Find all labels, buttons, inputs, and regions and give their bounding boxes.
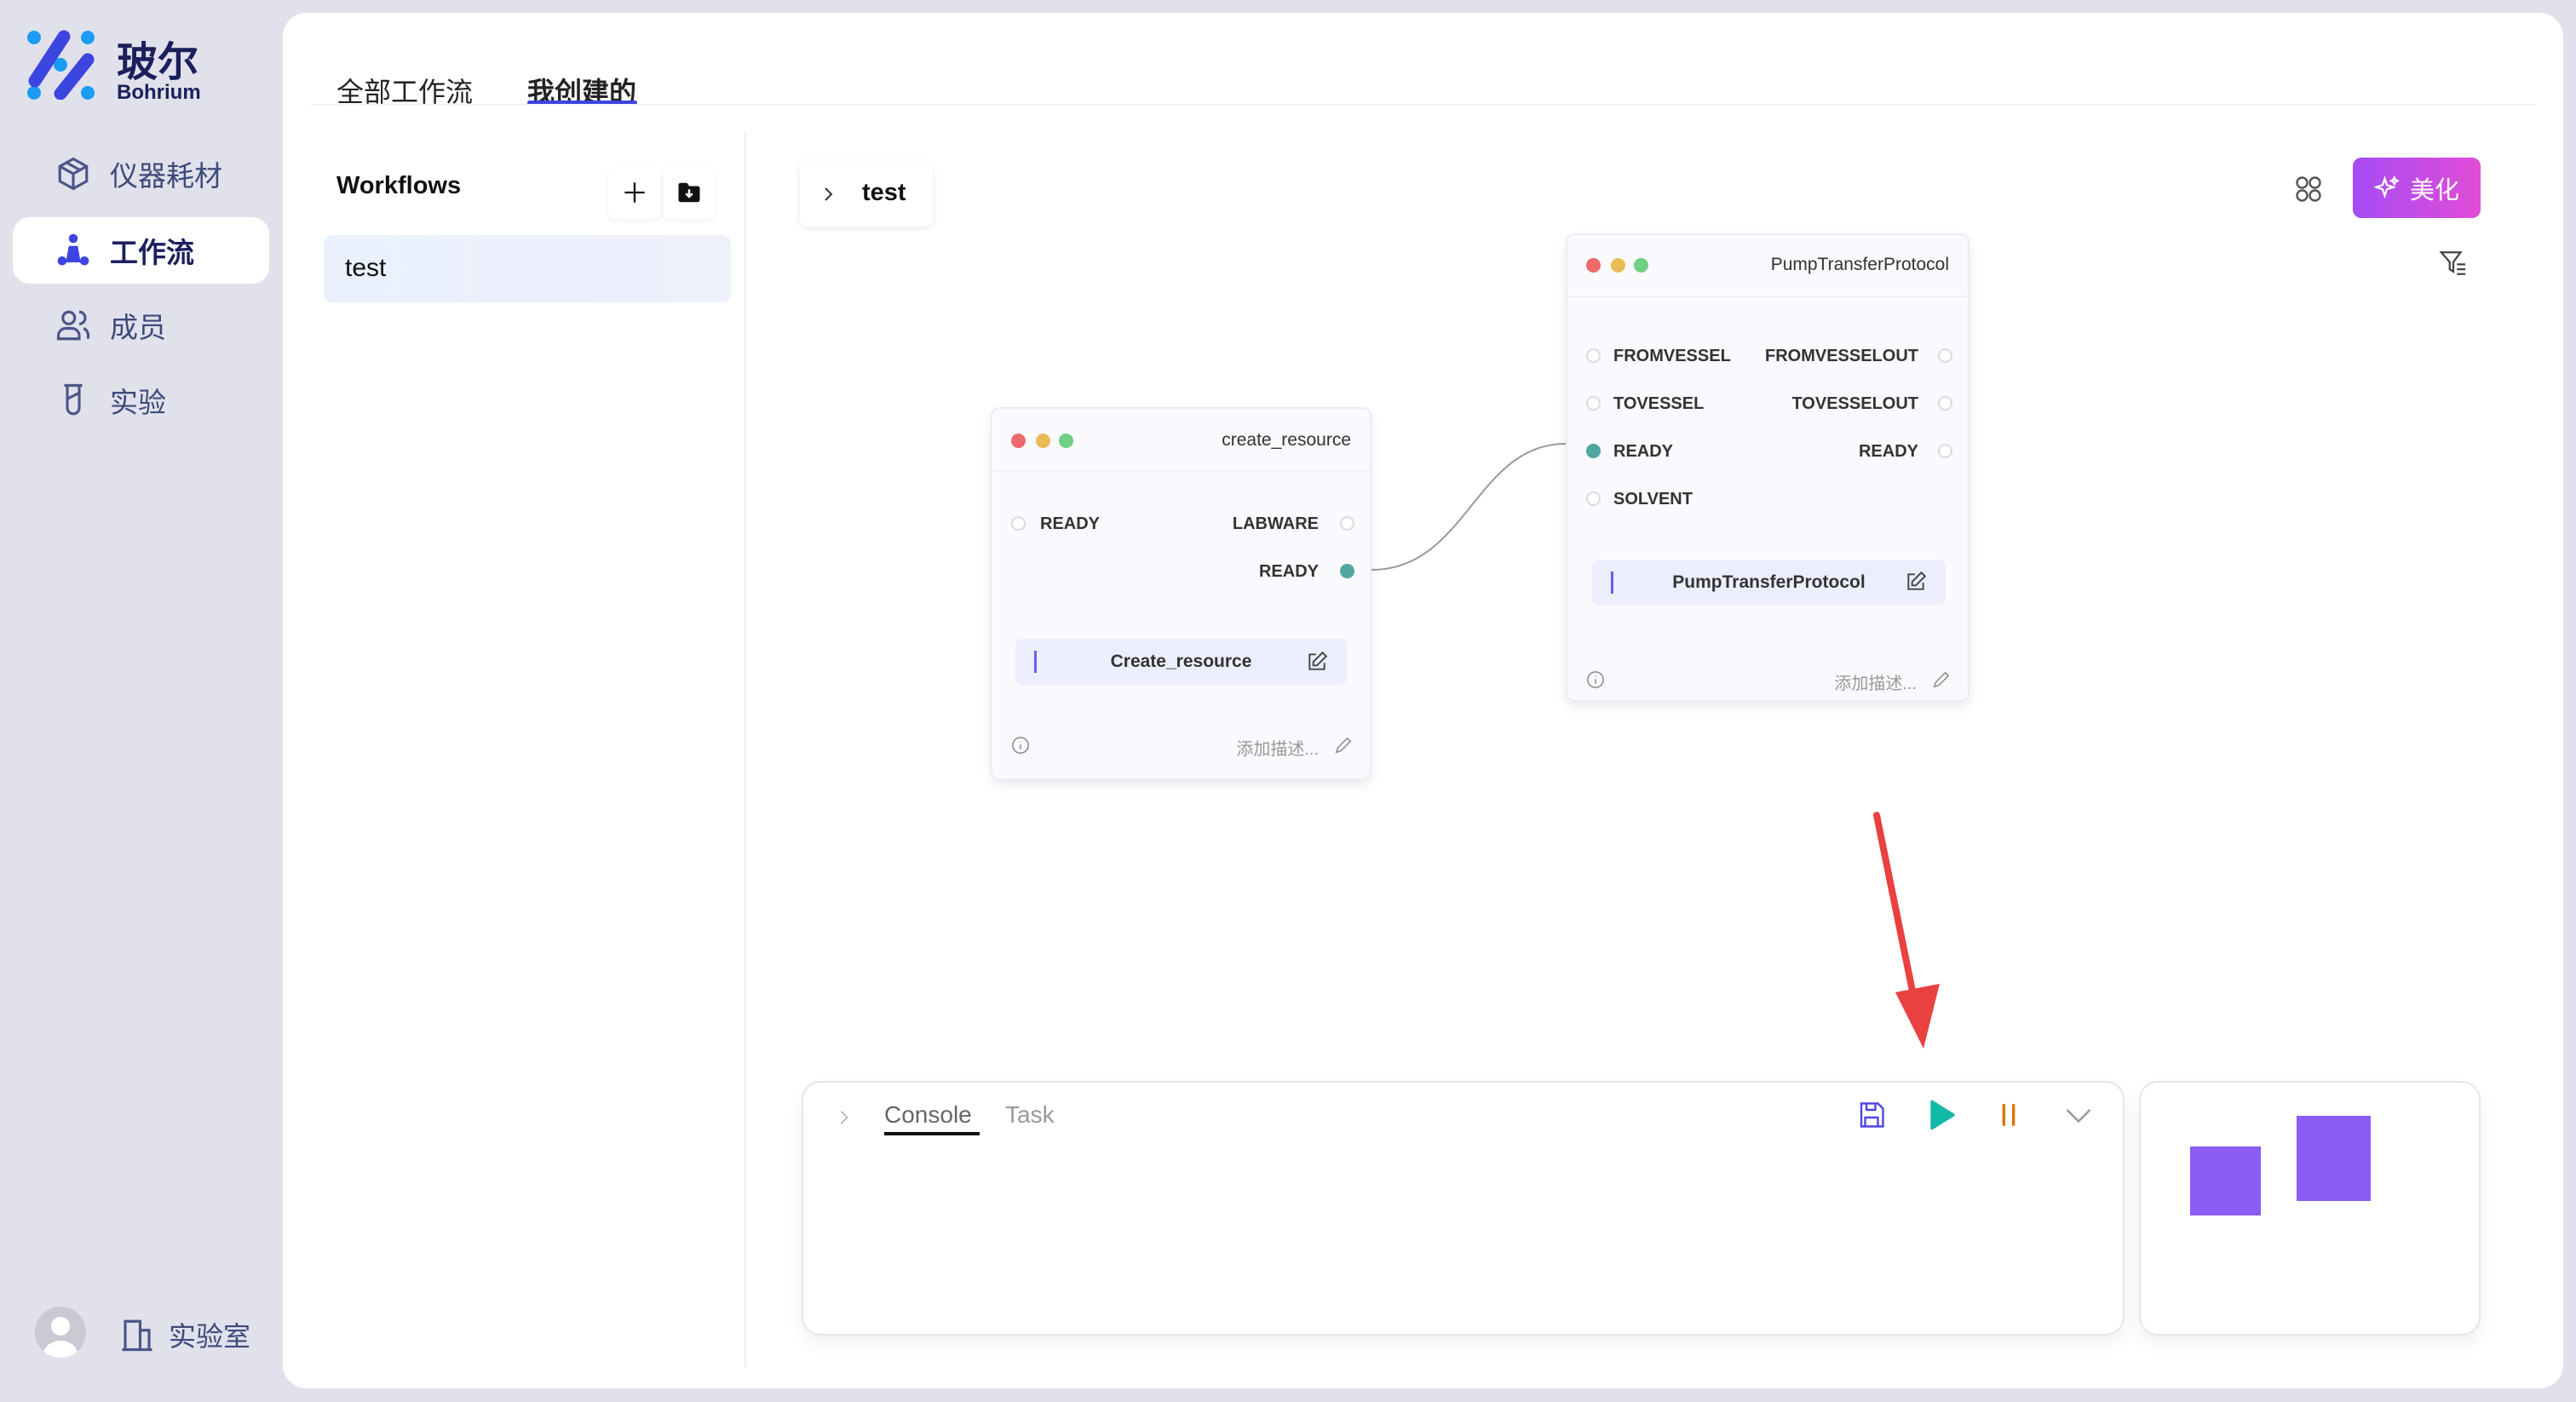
node-name: PumpTransferProtocol <box>1672 572 1866 592</box>
input-label: READY <box>1040 514 1101 533</box>
input-port-solvent[interactable] <box>1586 491 1601 506</box>
output-port-tovesselout[interactable] <box>1938 396 1952 411</box>
tabs-divider <box>310 104 2536 106</box>
output-label: READY <box>1858 442 1918 461</box>
minimap-node <box>2297 1116 2371 1201</box>
sidebar-item-label: 实验 <box>110 387 166 418</box>
main-content: 全部工作流 我创建的 Workflows test test 美化 create… <box>283 13 2563 1388</box>
workflows-title: Workflows <box>336 172 462 199</box>
output-port-ready[interactable] <box>1938 444 1952 458</box>
output-port-labware[interactable] <box>1340 516 1354 531</box>
breadcrumb[interactable]: test <box>800 161 933 227</box>
test-tube-icon <box>64 383 83 416</box>
brand-name-cn: 玻尔 <box>117 40 199 85</box>
lab-label: 实验室 <box>169 1321 251 1352</box>
tab-active-indicator <box>527 101 637 105</box>
workflow-node-create-resource[interactable]: create_resource READY LABWARE READY Crea… <box>991 407 1371 780</box>
logo[interactable]: 玻尔 Bohrium <box>26 30 214 106</box>
play-icon[interactable] <box>1925 1099 1958 1131</box>
sidebar-item-label: 仪器耗材 <box>110 160 222 192</box>
description-placeholder[interactable]: 添加描述... <box>1834 675 1917 693</box>
beautify-button[interactable]: 美化 <box>2353 158 2481 218</box>
workflow-icon <box>57 233 89 266</box>
chevron-right-icon[interactable] <box>834 1106 853 1129</box>
input-port-ready[interactable] <box>1586 444 1601 458</box>
input-label: SOLVENT <box>1613 490 1693 509</box>
output-port-fromvesselout[interactable] <box>1938 348 1952 363</box>
chevron-down-icon[interactable] <box>2062 1100 2095 1130</box>
console-panel: Console Task <box>802 1081 2125 1336</box>
input-label: TOVESSEL <box>1613 394 1705 413</box>
node-name-field[interactable]: Create_resource <box>1015 639 1347 685</box>
chevron-right-icon <box>825 187 833 201</box>
description-placeholder[interactable]: 添加描述... <box>1236 740 1319 759</box>
sidebar-item-workflow[interactable]: 工作流 <box>13 217 269 284</box>
workflow-node-pump-transfer[interactable]: PumpTransferProtocol FROMVESSEL FROMVESS… <box>1566 233 1969 702</box>
cube-icon <box>58 157 89 191</box>
node-name-field[interactable]: PumpTransferProtocol <box>1592 560 1946 605</box>
edit-icon[interactable] <box>1905 571 1927 593</box>
edit-icon[interactable] <box>1306 651 1328 673</box>
building-icon <box>122 1319 152 1352</box>
close-dot-icon[interactable] <box>1011 434 1026 448</box>
tab-console[interactable]: Console <box>884 1101 972 1128</box>
close-dot-icon[interactable] <box>1586 258 1601 273</box>
plus-icon <box>624 182 645 203</box>
tab-all-workflows[interactable]: 全部工作流 <box>336 77 474 107</box>
node-title: PumpTransferProtocol <box>1770 255 1949 274</box>
sidebar-item-instruments[interactable]: 仪器耗材 <box>13 141 269 207</box>
console-tab-indicator <box>884 1132 980 1135</box>
input-port-ready[interactable] <box>1011 516 1026 531</box>
layout-grid-icon[interactable] <box>2293 174 2324 204</box>
node-header[interactable]: create_resource <box>992 409 1370 472</box>
sidebar-item-label: 工作流 <box>110 237 194 268</box>
breadcrumb-label: test <box>862 179 906 206</box>
minimize-dot-icon[interactable] <box>1611 258 1625 273</box>
input-label: FROMVESSEL <box>1613 347 1731 365</box>
node-name: Create_resource <box>1110 652 1252 671</box>
sidebar-item-members[interactable]: 成员 <box>13 292 269 359</box>
output-label: FROMVESSELOUT <box>1764 347 1918 365</box>
output-label: READY <box>1258 562 1319 581</box>
sidebar-item-label: 成员 <box>110 312 166 343</box>
workflow-name: test <box>345 254 387 282</box>
tab-task[interactable]: Task <box>1005 1101 1055 1128</box>
info-icon[interactable] <box>1586 670 1605 689</box>
members-icon <box>56 310 90 341</box>
pencil-icon[interactable] <box>1932 670 1951 689</box>
info-icon[interactable] <box>1011 736 1030 755</box>
save-icon[interactable] <box>1856 1100 1887 1130</box>
output-label: TOVESSELOUT <box>1791 394 1918 413</box>
panel-divider <box>745 132 746 1367</box>
folder-download-icon <box>678 182 700 203</box>
bohrium-logo-icon <box>27 30 95 100</box>
minimap-node <box>2190 1146 2261 1215</box>
input-port-fromvessel[interactable] <box>1586 348 1601 363</box>
input-port-tovessel[interactable] <box>1586 396 1601 411</box>
sparkles-icon <box>2373 175 2400 198</box>
node-header[interactable]: PumpTransferProtocol <box>1567 235 1968 297</box>
lab-switch[interactable]: 实验室 <box>119 1315 250 1354</box>
pencil-icon[interactable] <box>1334 736 1353 755</box>
filter-icon[interactable] <box>2439 249 2468 278</box>
node-title: create_resource <box>1222 430 1351 450</box>
input-label: READY <box>1613 442 1674 461</box>
maximize-dot-icon[interactable] <box>1634 258 1648 273</box>
workflow-list-item[interactable]: test <box>324 235 731 302</box>
minimap[interactable] <box>2139 1081 2481 1336</box>
minimize-dot-icon[interactable] <box>1036 434 1050 448</box>
add-workflow-button[interactable] <box>608 166 661 219</box>
user-avatar[interactable] <box>35 1307 86 1358</box>
sidebar-item-experiments[interactable]: 实验 <box>13 367 269 434</box>
cursor-bar <box>1611 572 1613 594</box>
output-label: LABWARE <box>1232 514 1319 533</box>
pause-icon[interactable] <box>1994 1100 2023 1130</box>
maximize-dot-icon[interactable] <box>1059 434 1073 448</box>
beautify-label: 美化 <box>2409 176 2459 204</box>
output-port-ready[interactable] <box>1340 564 1354 578</box>
cursor-bar <box>1034 651 1037 673</box>
import-workflow-button[interactable] <box>663 166 716 219</box>
user-icon <box>43 1317 78 1358</box>
brand-name-en: Bohrium <box>117 81 201 104</box>
